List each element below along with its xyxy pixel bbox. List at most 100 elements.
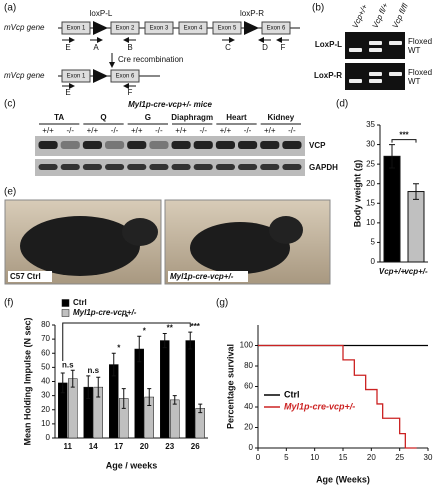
annotation: n.s (62, 360, 74, 369)
primer: F (281, 43, 286, 52)
y-tick-label: 50 (41, 362, 50, 371)
bar (185, 340, 195, 439)
y-tick-label: 5 (371, 238, 376, 247)
legend-label: Ctrl (284, 389, 300, 399)
panel-e: (e) C57 Ctrl Myl1p-cre-vcp+/- (4, 187, 331, 285)
tissue-label: Diaphragm (171, 113, 213, 122)
exon-label: Exon 2 (116, 26, 135, 32)
caption: Myl1p-cre-vcp+/- (170, 272, 234, 281)
error-bar (121, 388, 126, 409)
mouse (269, 216, 303, 244)
blot-band (127, 164, 147, 170)
error-bar (172, 395, 177, 405)
blot-band (282, 141, 302, 149)
primer: B (127, 43, 132, 52)
blot-label: GAPDH (309, 163, 338, 172)
exon (61, 69, 91, 83)
error-bar (147, 388, 152, 407)
exon-label: Exon 4 (184, 26, 203, 32)
gel-bands (349, 41, 402, 83)
blot-band (215, 141, 235, 149)
y-tick-label: 80 (244, 361, 253, 370)
error-bar (162, 332, 167, 349)
y-tick-label: 0 (371, 257, 376, 266)
x-tick-label: 14 (89, 442, 98, 451)
legend-swatch (61, 309, 70, 317)
blot-band (171, 164, 191, 170)
blot-title: Myl1p-cre-vcp+/- mice (128, 100, 212, 109)
band-label: Floxed (408, 68, 432, 77)
panel-label: (c) (4, 99, 16, 110)
blot-band (193, 164, 213, 170)
exon (110, 69, 140, 83)
blot-band (82, 164, 102, 170)
panel-label: (b) (312, 3, 324, 14)
x-tick-label: 15 (339, 453, 348, 462)
blot-band (149, 141, 169, 149)
blot-label: VCP (309, 141, 326, 150)
primer: E (65, 88, 70, 97)
loxp-label: loxP-R (240, 9, 264, 18)
blot-band (215, 164, 235, 170)
mouse (122, 218, 158, 246)
exon (144, 21, 174, 35)
genotype-label: -/- (155, 126, 163, 135)
error-bar (188, 331, 193, 350)
significance-bracket (391, 139, 417, 143)
blot-band (260, 141, 280, 149)
legend-swatch (61, 299, 70, 307)
blot-band (238, 141, 258, 149)
blot-band (38, 164, 58, 170)
tissue-label: Heart (226, 113, 247, 122)
blot-band (38, 141, 58, 149)
blot-band (105, 141, 125, 149)
y-tick-label: 0 (249, 443, 254, 452)
exon (61, 21, 91, 35)
tissue-label: Kidney (267, 113, 294, 122)
panel-a: (a) mVcp gene Exon 1 Exon 2 Exon 3 Exon … (4, 3, 300, 97)
x-tick-label: vcp+/- (404, 267, 428, 276)
blot-band (82, 141, 102, 149)
y-tick-label: 20 (366, 179, 375, 188)
exons (61, 21, 291, 35)
y-tick-label: 40 (244, 402, 253, 411)
bar (383, 155, 401, 263)
loxp-site (93, 69, 108, 83)
tissue-label: TA (54, 113, 64, 122)
panel-c: (c) Myl1p-cre-vcp+/- mice VCP GAPDH TA +/… (4, 99, 338, 176)
x-tick-label: 25 (395, 453, 404, 462)
y-tick-label: 60 (244, 382, 253, 391)
x-tick-label: 30 (424, 453, 433, 462)
error-bar (96, 376, 101, 398)
x-axis-label: Age / weeks (106, 460, 158, 470)
y-axis-label: Body weight (g) (352, 160, 362, 228)
blot-band (238, 164, 258, 170)
error-bar (111, 352, 116, 377)
panel-label: (a) (4, 3, 16, 14)
annotation: * (143, 326, 147, 335)
exon-label: Exon 3 (150, 26, 169, 32)
error-bar (413, 183, 419, 200)
caption-box (8, 271, 52, 282)
blot-band (127, 141, 147, 149)
panel-label: (d) (336, 99, 348, 110)
error-bar (60, 372, 65, 394)
blot-band (193, 141, 213, 149)
significance-bracket (62, 322, 191, 362)
exon (261, 21, 291, 35)
y-axis-label: Mean Holding Impulse (N sec) (22, 317, 32, 445)
blot-band (60, 164, 80, 170)
row-label: LoxP-L (315, 40, 342, 49)
legend-label: Ctrl (73, 298, 87, 307)
genotype-label: -/- (66, 126, 74, 135)
genotype-label: +/+ (175, 126, 187, 135)
survival-line (258, 344, 417, 449)
blot-band (105, 164, 125, 170)
x-tick-label: 0 (256, 453, 261, 462)
caption: C57 Ctrl (10, 272, 41, 281)
y-tick-label: 10 (366, 218, 375, 227)
bar (170, 399, 180, 439)
genotype-label: +/+ (87, 126, 99, 135)
error-bar (198, 403, 203, 414)
